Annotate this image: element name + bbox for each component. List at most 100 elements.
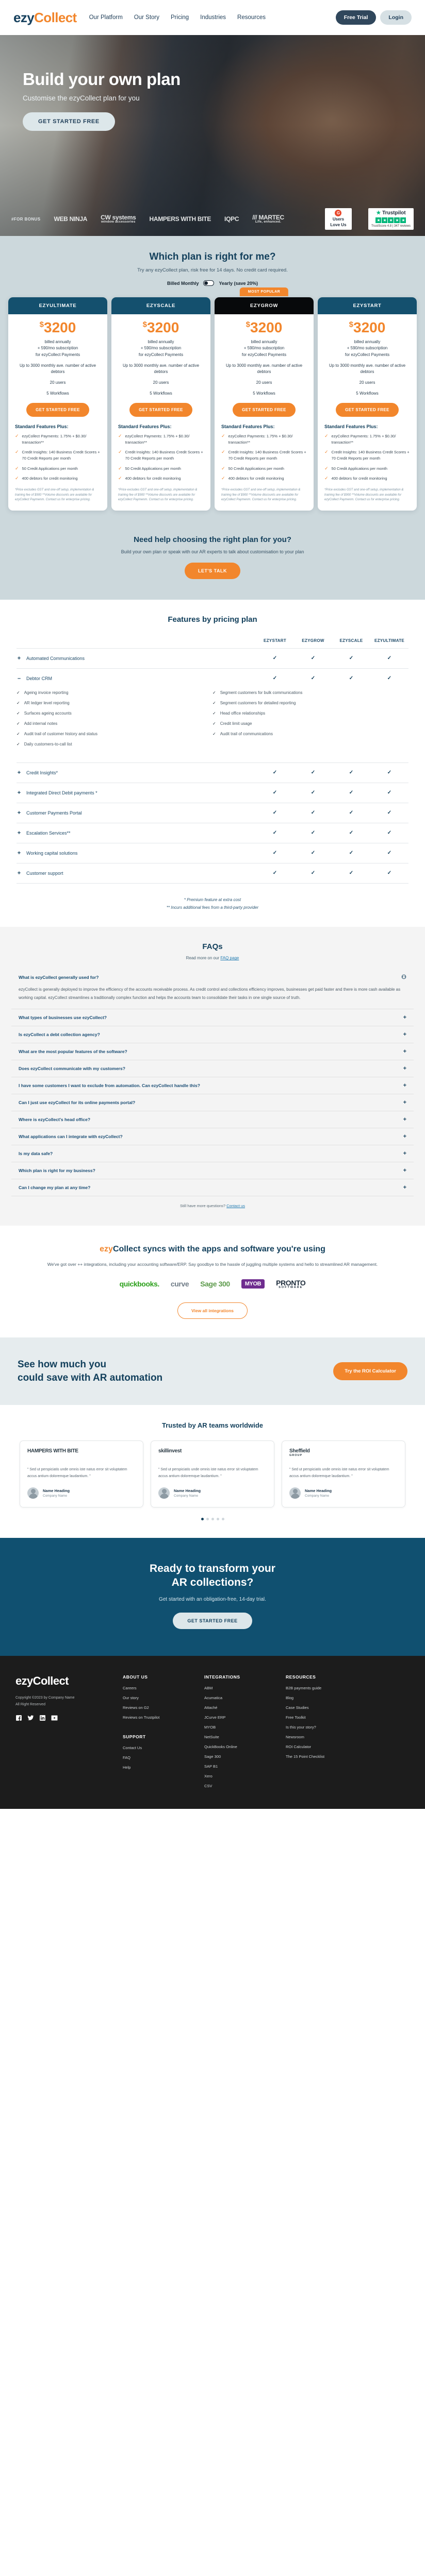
footer-link[interactable]: JCurve ERP xyxy=(204,1715,226,1720)
site-logo[interactable]: ezyCollect xyxy=(13,10,77,26)
twitter-icon[interactable] xyxy=(27,1715,34,1721)
faq-question[interactable]: Where is ezyCollect's head office? + xyxy=(11,1111,414,1128)
facebook-icon[interactable] xyxy=(15,1715,22,1721)
minus-icon[interactable]: ⚇ xyxy=(401,974,406,981)
footer-link[interactable]: Newsroom xyxy=(286,1735,304,1740)
plus-icon[interactable]: + xyxy=(403,1082,406,1089)
footer-link[interactable]: Reviews on Trustpilot xyxy=(123,1715,160,1720)
plus-icon[interactable]: + xyxy=(403,1167,406,1174)
faq-question[interactable]: Can I change my plan at any time? + xyxy=(11,1179,414,1196)
billing-toggle-switch[interactable] xyxy=(203,280,215,286)
linkedin-icon[interactable] xyxy=(39,1715,46,1721)
plus-icon[interactable]: + xyxy=(17,655,21,662)
plan-cta-button[interactable]: GET STARTED FREE xyxy=(129,403,192,417)
plus-icon[interactable]: + xyxy=(403,1065,406,1072)
feature-row[interactable]: + Customer support ✓ ✓ ✓ ✓ xyxy=(17,862,408,883)
footer-link[interactable]: Case Studies xyxy=(286,1705,309,1710)
footer-link[interactable]: Is this your story? xyxy=(286,1725,316,1730)
faq-question[interactable]: Is ezyCollect a debt collection agency? + xyxy=(11,1026,414,1043)
faq-question[interactable]: What are the most popular features of th… xyxy=(11,1043,414,1060)
view-all-integrations-button[interactable]: View all integrations xyxy=(177,1302,248,1319)
faq-question[interactable]: Which plan is right for my business? + xyxy=(11,1162,414,1179)
footer-link[interactable]: Sage 300 xyxy=(204,1754,221,1759)
plus-icon[interactable]: + xyxy=(17,809,21,816)
check-icon: ✓ xyxy=(310,790,316,796)
nav-item-our-platform[interactable]: Our Platform xyxy=(89,14,123,21)
footer-link[interactable]: Our story xyxy=(123,1696,139,1701)
nav-item-industries[interactable]: Industries xyxy=(200,14,226,21)
faq-question[interactable]: What applications can I integrate with e… xyxy=(11,1128,414,1145)
carousel-dot[interactable] xyxy=(206,1517,209,1520)
trustpilot-badge[interactable]: ★ Trustpilot ★ ★ ★ ★ ★ TrustScore 4.8 | 347 … xyxy=(368,208,414,230)
footer-link[interactable]: ROI Calculator xyxy=(286,1744,312,1750)
footer-link[interactable]: CSV xyxy=(204,1784,213,1789)
feature-row[interactable]: + Working capital solutions ✓ ✓ ✓ ✓ xyxy=(17,842,408,863)
plus-icon[interactable]: + xyxy=(403,1133,406,1140)
plus-icon[interactable]: + xyxy=(403,1150,406,1157)
plus-icon[interactable]: + xyxy=(403,1116,406,1123)
roi-calculator-button[interactable]: Try the ROI Calculator xyxy=(333,1362,407,1381)
footer-link[interactable]: Careers xyxy=(123,1686,137,1691)
feature-row[interactable]: + Credit Insights* ✓ ✓ ✓ ✓ xyxy=(17,762,408,783)
nav-item-our-story[interactable]: Our Story xyxy=(134,14,160,21)
login-button[interactable]: Login xyxy=(380,10,412,25)
plus-icon[interactable]: + xyxy=(17,789,21,796)
carousel-dot[interactable] xyxy=(221,1517,224,1520)
footer-link[interactable]: ABM xyxy=(204,1686,213,1691)
plus-icon[interactable]: + xyxy=(403,1031,406,1038)
nav-item-pricing[interactable]: Pricing xyxy=(171,14,189,21)
plan-cta-button[interactable]: GET STARTED FREE xyxy=(336,403,399,417)
faq-question[interactable]: What is ezyCollect generally used for? ⚇ xyxy=(11,969,414,986)
footer-link[interactable]: Attaché xyxy=(204,1705,218,1710)
feature-row[interactable]: + Escalation Services** ✓ ✓ ✓ ✓ xyxy=(17,822,408,843)
faq-question[interactable]: Can I just use ezyCollect for its online… xyxy=(11,1094,414,1111)
lets-talk-button[interactable]: LET'S TALK xyxy=(185,562,240,579)
footer-link[interactable]: Reviews on G2 xyxy=(123,1705,149,1710)
plus-icon[interactable]: + xyxy=(17,769,21,776)
hero-cta-button[interactable]: GET STARTED FREE xyxy=(23,112,115,131)
nav-item-resources[interactable]: Resources xyxy=(237,14,266,21)
carousel-dot[interactable] xyxy=(201,1517,204,1520)
footer-logo[interactable]: ezyCollect xyxy=(15,1674,69,1688)
plus-icon[interactable]: + xyxy=(17,870,21,876)
contact-us-link[interactable]: Contact us xyxy=(226,1204,245,1209)
plan-cta-button[interactable]: GET STARTED FREE xyxy=(233,403,296,417)
faq-question[interactable]: I have some customers I want to exclude … xyxy=(11,1077,414,1094)
faq-question[interactable]: Does ezyCollect communicate with my cust… xyxy=(11,1060,414,1077)
footer-link[interactable]: FAQ xyxy=(123,1755,131,1760)
footer-link[interactable]: The 15 Point Checklist xyxy=(286,1754,325,1759)
feature-row[interactable]: + Integrated Direct Debit payments * ✓ ✓ ✓ ✓ xyxy=(17,782,408,803)
plus-icon[interactable]: + xyxy=(403,1099,406,1106)
faq-question[interactable]: Is my data safe? + xyxy=(11,1145,414,1162)
free-trial-button[interactable]: Free Trial xyxy=(335,10,377,25)
footer-link[interactable]: SAP B1 xyxy=(204,1764,218,1769)
footer-link[interactable]: Free Toolkit xyxy=(286,1715,306,1720)
footer-link[interactable]: B2B payments guide xyxy=(286,1686,322,1691)
final-cta-button[interactable]: GET STARTED FREE xyxy=(173,1613,252,1630)
faq-question[interactable]: What types of businesses use ezyCollect?… xyxy=(11,1009,414,1026)
plan-cta-button[interactable]: GET STARTED FREE xyxy=(26,403,89,417)
footer-link[interactable]: MYOB xyxy=(204,1725,216,1730)
carousel-dot[interactable] xyxy=(211,1517,214,1520)
footer-link[interactable]: QuickBooks Online xyxy=(204,1744,237,1750)
faq-page-link[interactable]: FAQ page xyxy=(220,956,239,961)
footer-link[interactable]: NetSuite xyxy=(204,1735,219,1740)
plus-icon[interactable]: + xyxy=(403,1014,406,1021)
plus-icon[interactable]: + xyxy=(17,850,21,856)
footer-link[interactable]: Blog xyxy=(286,1696,294,1701)
footer-link[interactable]: Contact Us xyxy=(123,1745,142,1751)
billing-toggle[interactable]: Billed Monthly Yearly (save 20%) xyxy=(0,280,425,286)
carousel-dot[interactable] xyxy=(216,1517,219,1520)
footer-link[interactable]: Help xyxy=(123,1765,131,1770)
feature-row[interactable]: + Customer Payments Portal ✓ ✓ ✓ ✓ xyxy=(17,802,408,823)
plus-icon[interactable]: + xyxy=(403,1184,406,1191)
minus-icon[interactable]: – xyxy=(17,675,21,682)
plus-icon[interactable]: + xyxy=(17,829,21,836)
feature-row[interactable]: – Debtor CRM ✓ ✓ ✓ ✓ xyxy=(17,668,408,688)
feature-row[interactable]: + Automated Communications ✓ ✓ ✓ ✓ xyxy=(17,648,408,668)
footer-link[interactable]: Xero xyxy=(204,1774,213,1779)
plus-icon[interactable]: + xyxy=(403,1048,406,1055)
carousel-dots[interactable] xyxy=(10,1517,415,1520)
youtube-icon[interactable] xyxy=(51,1715,58,1721)
footer-link[interactable]: Acumatica xyxy=(204,1696,223,1701)
